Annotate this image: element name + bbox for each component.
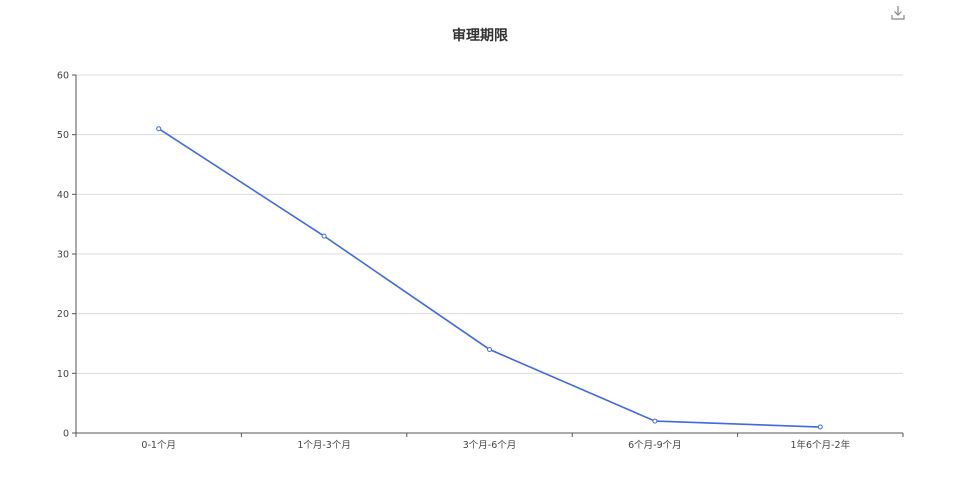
x-tick-label: 3个月-6个月 — [463, 440, 517, 451]
y-tick-label: 30 — [57, 250, 69, 261]
series — [156, 126, 823, 430]
chart-title: 审理期限 — [452, 27, 508, 44]
y-tick-label: 50 — [57, 130, 69, 141]
x-tick-label: 0-1个月 — [141, 440, 176, 451]
grid-lines — [76, 74, 903, 374]
x-tick-label: 1年6个月-2年 — [791, 439, 851, 451]
data-point[interactable] — [652, 418, 658, 424]
y-tick-label: 40 — [57, 190, 69, 201]
data-point[interactable] — [321, 233, 327, 239]
y-tick-label: 20 — [57, 309, 69, 320]
series-line — [158, 128, 821, 428]
download-button[interactable] — [891, 5, 905, 21]
data-point[interactable] — [487, 346, 492, 352]
x-tick-label: 6个月-9个月 — [628, 440, 682, 451]
axes: 0 10 20 30 40 50 60 0-1个月 1个月-3个月 3个月-6个月 6个月-9个月 1… — [57, 71, 904, 451]
data-point[interactable] — [817, 424, 823, 430]
x-tick-label: 1个月-3个月 — [297, 440, 351, 451]
data-point[interactable] — [156, 126, 162, 132]
y-tick-label: 0 — [63, 429, 69, 440]
y-tick-label: 10 — [57, 369, 69, 380]
y-tick-label: 60 — [57, 71, 69, 82]
download-icon — [891, 6, 905, 20]
